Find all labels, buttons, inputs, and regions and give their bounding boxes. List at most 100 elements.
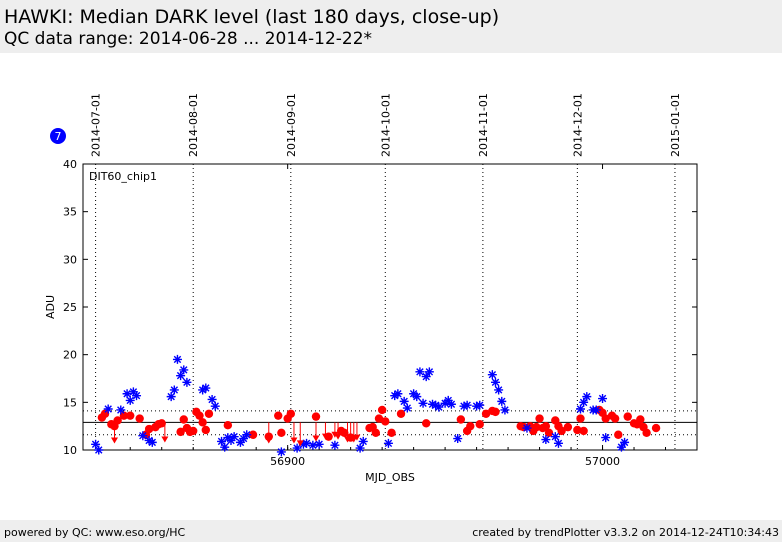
data-point-circle — [466, 421, 475, 431]
data-point-star — [138, 431, 148, 441]
data-point-star — [217, 436, 227, 446]
data-point-triangle — [161, 436, 169, 443]
footer-created-by: created by trendPlotter v3.3.2 on 2014-1… — [472, 526, 779, 539]
data-point-circle — [651, 423, 661, 433]
data-point-star — [314, 439, 324, 449]
page-subtitle: QC data range: 2014-06-28 ... 2014-12-22… — [4, 29, 373, 49]
data-point-star — [144, 435, 154, 445]
top-date-axis: 2014-07-01 2014-08-01 2014-09-01 2014-10-01… — [90, 93, 682, 157]
data-point-star — [522, 423, 532, 433]
data-point-circle — [176, 427, 185, 437]
data-point-star — [242, 430, 252, 440]
data-markers — [91, 354, 661, 457]
data-point-circle — [119, 411, 129, 420]
data-point-circle — [286, 409, 296, 418]
data-point-circle — [189, 426, 198, 436]
data-point-circle — [541, 421, 551, 431]
data-point-triangle — [353, 434, 361, 441]
y-tick-labels: 10 15 20 25 30 35 40 — [63, 158, 77, 457]
data-point-circle — [563, 422, 573, 432]
data-point-star — [298, 439, 308, 449]
data-point-star — [210, 401, 220, 411]
data-point-circle — [198, 418, 207, 427]
data-point-circle — [381, 417, 390, 426]
data-point-star — [207, 394, 217, 404]
data-point-star — [443, 395, 453, 405]
data-point-star — [459, 401, 469, 411]
data-point-star — [302, 438, 312, 448]
data-point-star — [497, 396, 507, 406]
data-point-circle — [535, 414, 544, 423]
data-point-star — [390, 391, 400, 401]
data-point-star — [616, 442, 626, 452]
data-point-star — [494, 385, 504, 395]
data-point-star — [179, 365, 189, 375]
data-point-star — [402, 403, 412, 413]
data-point-star — [226, 435, 236, 445]
data-point-circle — [623, 412, 632, 421]
data-point-star — [276, 447, 286, 457]
page-title: HAWKI: Median DARK level (last 180 days,… — [4, 6, 500, 28]
data-point-star — [125, 395, 135, 405]
data-point-star — [500, 405, 510, 415]
data-point-circle — [491, 407, 500, 417]
count-badge-circle — [50, 128, 66, 144]
top-date-label: 2015-01-01 — [669, 93, 682, 157]
data-point-star — [428, 399, 438, 409]
data-point-star — [166, 392, 176, 402]
y-tick-label: 20 — [63, 349, 77, 362]
data-point-triangle — [110, 437, 118, 444]
data-point-circle — [387, 428, 396, 438]
data-point-circle — [144, 424, 154, 434]
data-point-circle — [126, 411, 135, 420]
y-tick-label: 30 — [63, 253, 77, 266]
data-point-star — [91, 439, 101, 449]
data-point-circle — [248, 430, 258, 439]
count-badge: 7 — [50, 128, 66, 144]
data-point-star — [383, 438, 393, 448]
data-point-circle — [456, 415, 466, 424]
data-point-star — [147, 437, 157, 447]
data-point-circle — [371, 428, 381, 438]
data-point-star — [415, 367, 425, 377]
data-point-circle — [223, 421, 233, 430]
data-point-star — [201, 383, 211, 393]
data-point-star — [308, 440, 318, 450]
data-point-star — [176, 371, 186, 381]
y-axis-label: ADU — [44, 295, 57, 319]
data-point-star — [490, 377, 500, 387]
data-point-circle — [614, 430, 623, 439]
data-point-circle — [532, 422, 541, 432]
data-point-star — [418, 398, 428, 408]
data-point-circle — [157, 419, 166, 428]
data-point-circle — [573, 425, 582, 435]
data-point-circle — [601, 414, 610, 423]
y-tick-label: 40 — [63, 158, 77, 171]
data-point-star — [601, 433, 611, 443]
data-point-star — [487, 370, 497, 380]
data-point-star — [598, 394, 608, 404]
data-point-triangle — [290, 437, 298, 444]
data-point-star — [582, 392, 592, 402]
data-point-star — [434, 402, 444, 412]
data-point-star — [575, 404, 585, 414]
data-point-circle — [422, 419, 431, 428]
data-point-star — [421, 372, 431, 382]
data-point-star — [198, 385, 208, 395]
data-point-star — [620, 437, 630, 447]
data-point-circle — [576, 414, 585, 423]
data-point-star — [393, 389, 403, 399]
data-point-star — [550, 432, 560, 442]
data-point-star — [553, 438, 563, 448]
data-point-triangle — [331, 431, 339, 438]
x-tick-labels: 56900 57000 — [270, 455, 620, 468]
top-date-label: 2014-11-01 — [477, 93, 490, 157]
data-point-star — [122, 389, 132, 399]
top-date-label: 2014-08-01 — [187, 93, 200, 157]
data-point-circle — [195, 411, 204, 420]
data-point-star — [424, 367, 434, 377]
data-point-circle — [475, 420, 484, 429]
trend-chart: 2014-07-01 2014-08-01 2014-09-01 2014-10-01… — [44, 93, 698, 484]
data-point-star — [579, 397, 589, 407]
data-point-circle — [340, 428, 349, 438]
